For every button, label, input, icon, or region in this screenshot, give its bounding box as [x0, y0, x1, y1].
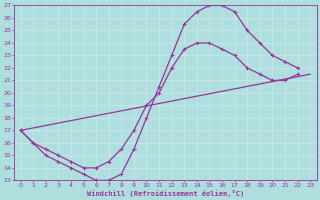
X-axis label: Windchill (Refroidissement éolien,°C): Windchill (Refroidissement éolien,°C): [87, 190, 244, 197]
